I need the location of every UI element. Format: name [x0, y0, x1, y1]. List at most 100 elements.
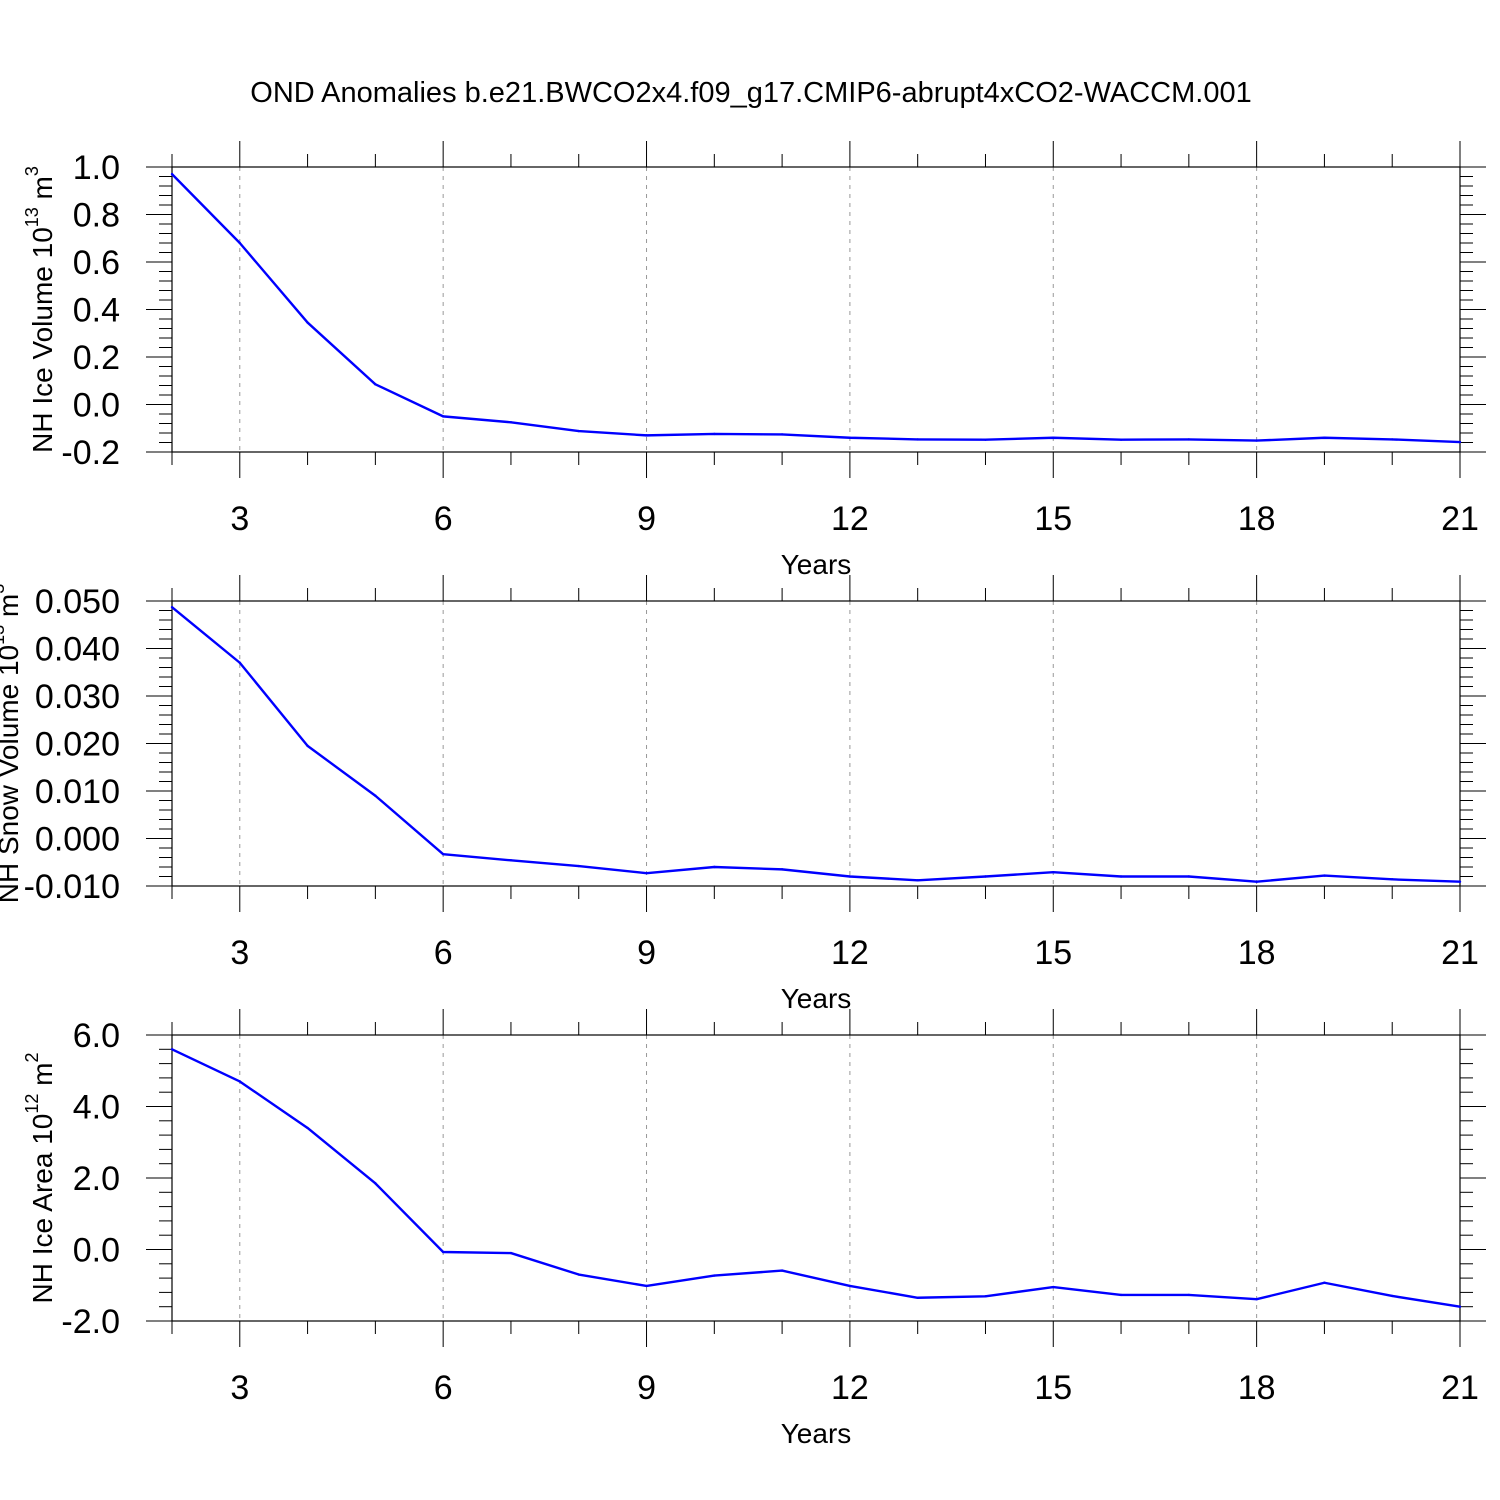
y-tick-label: 4.0 [73, 1089, 120, 1127]
data-point [170, 172, 174, 176]
panel-3: 3 6 9 12 15 18 21 6.0 4.0 2.0 0.0 -2.0 Years NH Ice A… [22, 1009, 1486, 1449]
y-axis-title-superscript: 3 [0, 584, 8, 594]
y-axis-title-part: NH Snow Volume 10 [0, 645, 24, 903]
data-point [984, 1295, 987, 1298]
data-point [238, 241, 241, 245]
data-point [306, 1126, 309, 1130]
data-point [1255, 1297, 1258, 1301]
data-point [306, 744, 309, 748]
data-point [1119, 438, 1123, 441]
data-point [577, 429, 580, 433]
data-point [441, 852, 445, 856]
x-tick-label: 21 [1441, 934, 1479, 972]
data-point [1052, 436, 1055, 439]
y-tick-label: -0.2 [61, 434, 120, 472]
data-point [374, 1182, 377, 1185]
data-point [238, 661, 241, 664]
data-point [848, 875, 852, 878]
x-tick-label: 3 [230, 500, 249, 538]
data-point [1187, 875, 1191, 878]
y-axis-title-part: NH Ice Area 10 [27, 1114, 58, 1304]
data-point [1255, 439, 1258, 442]
x-tick-label: 12 [831, 1369, 869, 1407]
panel-2: 3 6 9 12 15 18 21 0.050 0.040 0.030 0.020 0.010 0.00… [0, 575, 1486, 1014]
y-tick-label: 0.4 [73, 292, 120, 330]
x-tick-label: 18 [1238, 1369, 1276, 1407]
y-axis-title-superscript: 13 [22, 207, 42, 227]
y-axis-title-superscript: 2 [22, 1052, 42, 1062]
data-point [713, 432, 716, 436]
data-point [645, 871, 648, 875]
y-tick-label: 0.020 [35, 726, 120, 764]
data-point [374, 794, 377, 797]
x-tick-label: 18 [1238, 500, 1276, 538]
data-point [441, 1250, 445, 1254]
data-point [645, 434, 648, 437]
x-axis-title: Years [781, 1418, 852, 1449]
y-tick-label: 2.0 [73, 1160, 120, 1198]
x-tick-label: 21 [1441, 500, 1479, 538]
x-tick-label: 3 [230, 1369, 249, 1407]
y-axis-title-superscript: 12 [22, 1094, 42, 1114]
x-tick-label: 6 [434, 934, 453, 972]
data-point [509, 859, 513, 862]
data-point [780, 433, 784, 436]
data-point [984, 875, 987, 878]
data-point [577, 864, 580, 868]
series-line [171, 606, 1461, 883]
data-point [1391, 1294, 1394, 1298]
y-tick-label: -2.0 [61, 1303, 120, 1341]
data-point [441, 415, 445, 418]
panel-1: 3 6 9 12 15 18 21 1.0 0.8 0.6 0.4 0.2 0.0 -0.2 Years NH… [22, 141, 1486, 580]
x-tick-label: 12 [831, 934, 869, 972]
x-tick-label: 6 [434, 500, 453, 538]
y-tick-label: 6.0 [73, 1017, 120, 1055]
y-tick-label: 0.2 [73, 339, 120, 377]
x-tick-label: 15 [1034, 934, 1072, 972]
y-axis-title-superscript: 3 [22, 166, 42, 176]
data-point [916, 438, 919, 441]
data-point [509, 421, 513, 424]
y-tick-label: 0.0 [73, 1232, 120, 1270]
data-point [984, 438, 987, 441]
y-tick-label: 0.6 [73, 244, 120, 282]
data-point [1119, 1293, 1123, 1297]
data-point [713, 1274, 716, 1277]
data-point [1323, 1281, 1326, 1284]
x-tick-label: 15 [1034, 500, 1072, 538]
y-axis-title: NH Ice Volume 1013 m3 [22, 166, 58, 453]
data-point [374, 383, 377, 386]
data-point [1119, 875, 1123, 878]
data-point [1391, 438, 1394, 441]
x-axis-title: Years [781, 549, 852, 580]
data-point [713, 865, 716, 869]
y-tick-label: 0.000 [35, 821, 120, 859]
data-point [848, 436, 852, 439]
x-tick-label: 3 [230, 934, 249, 972]
x-tick-label: 15 [1034, 1369, 1072, 1407]
data-point [577, 1273, 580, 1276]
x-tick-label: 18 [1238, 934, 1276, 972]
y-tick-label: 0.040 [35, 631, 120, 669]
data-point [1052, 871, 1055, 874]
x-tick-label: 12 [831, 500, 869, 538]
y-tick-label: 0.010 [35, 773, 120, 811]
data-point [170, 1048, 174, 1051]
data-point [1255, 880, 1258, 883]
y-axis-title-part: m [27, 176, 58, 207]
data-point [1187, 438, 1191, 441]
x-axis-title: Years [781, 983, 852, 1014]
x-tick-label: 9 [637, 500, 656, 538]
y-axis-title: NH Ice Area 1012 m2 [22, 1052, 58, 1303]
data-point [780, 1269, 784, 1272]
data-point [1323, 436, 1326, 439]
data-point [916, 1296, 919, 1299]
data-point [780, 868, 784, 871]
y-tick-label: 0.050 [35, 583, 120, 621]
figure-title: OND Anomalies b.e21.BWCO2x4.f09_g17.CMIP… [250, 77, 1251, 109]
data-point [1052, 1285, 1055, 1289]
y-tick-label: 0.0 [73, 387, 120, 425]
y-axis-title-superscript: 13 [0, 625, 8, 645]
data-point [1323, 874, 1326, 877]
y-axis-title-part: m [0, 594, 24, 625]
